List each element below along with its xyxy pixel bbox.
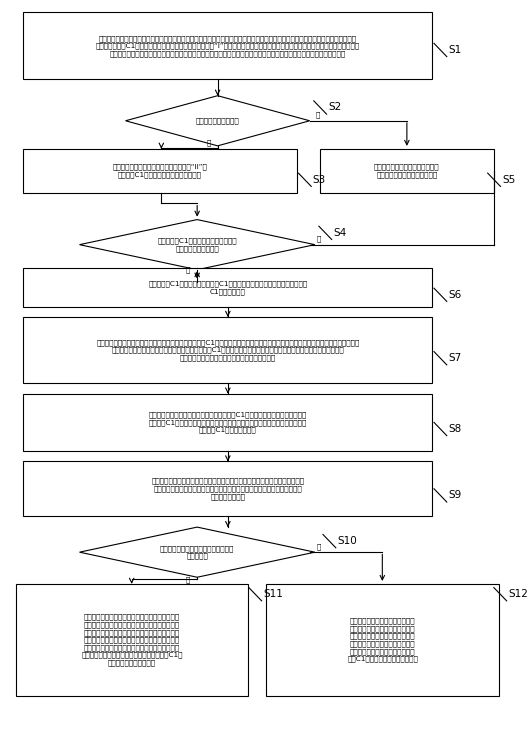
Text: 确定为飞车事件，检测器继续监控转速相“II”阶
段离合器C1主动盘与从动盘之间的速度差: 确定为飞车事件，检测器继续监控转速相“II”阶 段离合器C1主动盘与从动盘之间的… xyxy=(113,163,207,178)
Text: 继续对所有已分离的离合器对应的
电磁阀进行无任何冲击的电流冲刷
控制，直至一个冲刷周期结束，停
止对所有已分离的离合器对应的电
磁阀的电流冲刷，同时解除涉及离
: 继续对所有已分离的离合器对应的 电磁阀进行无任何冲击的电流冲刷 控制，直至一个冲… xyxy=(347,617,418,662)
FancyBboxPatch shape xyxy=(23,394,433,451)
Text: S2: S2 xyxy=(328,103,342,112)
FancyBboxPatch shape xyxy=(23,268,433,307)
FancyBboxPatch shape xyxy=(23,149,297,193)
FancyBboxPatch shape xyxy=(320,149,494,193)
Text: S5: S5 xyxy=(502,175,516,185)
Text: 停止对需要接合的非故障离合器对应的电磁阀进行
电流冲刷控制，对某余已分离的离合器对应的电磁
阀进行电流冲刷控制，并对即将分离的离合器对应
的电磁阀在离合器分离后: 停止对需要接合的非故障离合器对应的电磁阀进行 电流冲刷控制，对某余已分离的离合器… xyxy=(81,614,182,666)
Text: 控制器控制液压系统对所有已分离的离合器对应的电磁阀进行无任何冲电的电流
冲刷控制，利用固态周期性的抖动进行冲刷，使冲流选择不改变正常电磁阀开
闭状态的脉冲电流: 控制器控制液压系统对所有已分离的离合器对应的电磁阀进行无任何冲电的电流 冲刷控制… xyxy=(151,478,304,500)
Polygon shape xyxy=(79,527,315,577)
Text: S12: S12 xyxy=(508,589,528,599)
Text: S4: S4 xyxy=(333,228,346,238)
Text: 否: 否 xyxy=(317,543,321,550)
Text: 在后续的换挡动作中，控制器限制涉及离合器C1接合动作的所有挡位，将所有涉
及离合器C1接合动作的挡位的换挡指又全部置置中位，分离电磁阀存在卡滞现象
的离合器C1: 在后续的换挡动作中，控制器限制涉及离合器C1接合动作的所有挡位，将所有涉 及离合… xyxy=(148,412,307,433)
Text: 是: 是 xyxy=(186,577,190,583)
Text: S6: S6 xyxy=(448,290,462,300)
Text: 在汽车行驶过程中，自动变速器接收来自控制器的换挡信号，开始由当前挡位向目标挡位切换，换挡过程涉及改变液压系统中电磁阀通
电状态使离合器C1接合；换挡过程中充油相: 在汽车行驶过程中，自动变速器接收来自控制器的换挡信号，开始由当前挡位向目标挡位切… xyxy=(96,35,360,56)
Text: 确定离合器C1出现滑摩，且离合器C1对应的电磁阀存在卡滞现象，确定离合器
C1为故障离合器: 确定离合器C1出现滑摩，且离合器C1对应的电磁阀存在卡滞现象，确定离合器 C1为… xyxy=(148,280,307,294)
FancyBboxPatch shape xyxy=(23,13,433,80)
FancyBboxPatch shape xyxy=(266,584,499,696)
Text: S7: S7 xyxy=(448,353,462,363)
Text: 是: 是 xyxy=(186,267,190,273)
Text: S3: S3 xyxy=(313,175,326,185)
Text: S9: S9 xyxy=(448,490,462,500)
Text: 判断换挡进程是否为负: 判断换挡进程是否为负 xyxy=(196,117,239,124)
FancyBboxPatch shape xyxy=(23,461,433,516)
Text: 控制器控制液压系统和换挡执行机构切换挡位，使离合器C1分离，同时执行目标挡位对应的换挡动作并切换至对切换重当前挡位的最邻
近挡位；其中，目标挡位对应的换挡动作中: 控制器控制液压系统和换挡执行机构切换挡位，使离合器C1分离，同时执行目标挡位对应… xyxy=(96,340,360,361)
Polygon shape xyxy=(79,220,315,270)
Text: S8: S8 xyxy=(448,424,462,434)
Polygon shape xyxy=(126,96,310,146)
FancyBboxPatch shape xyxy=(23,317,433,383)
Text: S11: S11 xyxy=(263,589,283,599)
Text: 是: 是 xyxy=(207,139,212,146)
Text: 判断离合器C1主动盘与从动盘之间的速
度差是否大于预设阀值: 判断离合器C1主动盘与从动盘之间的速 度差是否大于预设阀值 xyxy=(157,238,237,252)
Text: S1: S1 xyxy=(448,45,462,55)
FancyBboxPatch shape xyxy=(15,584,248,696)
Text: 当前换挡过程未检测到离合器电磁
阀卡滞现象，正常进行换挡操作: 当前换挡过程未检测到离合器电磁 阀卡滞现象，正常进行换挡操作 xyxy=(374,163,439,178)
Text: 判断在冲刷周期内是否存在非故障离合
器需要接合: 判断在冲刷周期内是否存在非故障离合 器需要接合 xyxy=(160,545,234,559)
Text: S10: S10 xyxy=(337,536,357,546)
Text: 否: 否 xyxy=(317,236,321,242)
Text: 否: 否 xyxy=(316,111,320,118)
